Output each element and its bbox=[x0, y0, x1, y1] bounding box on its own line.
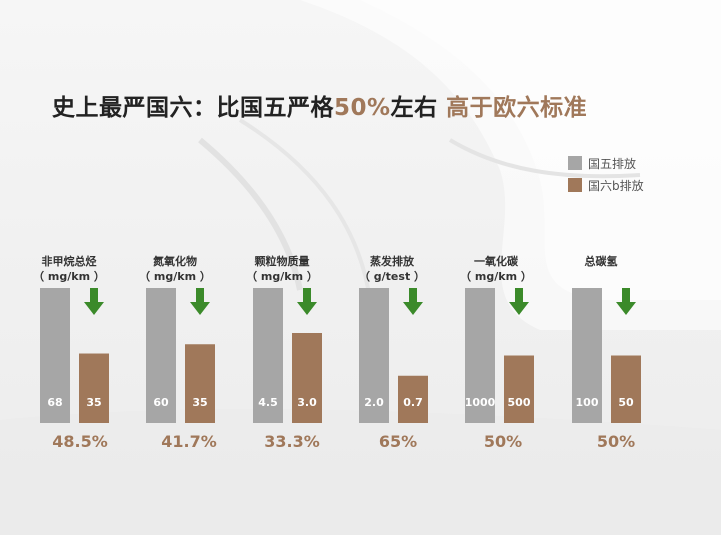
bar-guo6-2 bbox=[292, 333, 322, 423]
value-label-guo5-3: 2.0 bbox=[364, 396, 384, 409]
down-arrow-icon bbox=[84, 288, 104, 315]
legend-label-guo6: 国六b排放 bbox=[588, 178, 644, 193]
value-label-guo5-4: 1000 bbox=[465, 396, 496, 409]
category-label-0: 非甲烷总烃 bbox=[42, 254, 97, 268]
title-highlight-2: 高于欧六标准 bbox=[446, 95, 588, 121]
category-label-4: 一氧化碳 bbox=[474, 254, 519, 268]
value-label-guo5-2: 4.5 bbox=[258, 396, 278, 409]
bar-guo5-3 bbox=[359, 288, 389, 423]
category-label-5: 总碳氢 bbox=[585, 254, 618, 268]
bar-guo6-1 bbox=[185, 344, 215, 423]
down-arrow-icon bbox=[509, 288, 529, 315]
title-part-2: 左右 bbox=[390, 95, 447, 121]
legend-swatch-gray bbox=[568, 156, 582, 170]
reduction-label-2: 33.3% bbox=[264, 432, 320, 451]
reduction-label-4: 50% bbox=[484, 432, 522, 451]
down-arrow-icon bbox=[616, 288, 636, 315]
legend-label-guo5: 国五排放 bbox=[588, 156, 637, 171]
title-highlight-1: 50% bbox=[334, 95, 391, 121]
value-label-guo6-5: 50 bbox=[618, 396, 634, 409]
bar-guo6-5 bbox=[611, 355, 641, 423]
category-unit-1: （ mg/km ） bbox=[139, 270, 211, 283]
value-label-guo6-4: 500 bbox=[508, 396, 531, 409]
category-unit-0: （ mg/km ） bbox=[33, 270, 105, 283]
category-label-1: 氮氧化物 bbox=[153, 254, 197, 268]
bar-guo5-2 bbox=[253, 288, 283, 423]
value-label-guo5-0: 68 bbox=[47, 396, 62, 409]
bar-guo6-3 bbox=[398, 375, 428, 423]
reduction-label-0: 48.5% bbox=[52, 432, 108, 451]
category-unit-2: （ mg/km ） bbox=[246, 270, 318, 283]
reduction-label-5: 50% bbox=[597, 432, 635, 451]
legend-item-guo6: 国六b排放 bbox=[568, 174, 644, 196]
value-label-guo5-1: 60 bbox=[153, 396, 169, 409]
reduction-label-3: 65% bbox=[379, 432, 417, 451]
category-label-3: 蒸发排放 bbox=[370, 254, 415, 268]
legend-swatch-brown bbox=[568, 178, 582, 192]
value-label-guo6-1: 35 bbox=[192, 396, 207, 409]
page-title: 史上最严国六：比国五严格50%左右 高于欧六标准 bbox=[52, 88, 587, 122]
bar-guo5-1 bbox=[146, 288, 176, 423]
down-arrow-icon bbox=[190, 288, 210, 315]
bar-guo6-4 bbox=[504, 355, 534, 423]
value-label-guo6-3: 0.7 bbox=[403, 396, 423, 409]
chart-legend: 国五排放 国六b排放 bbox=[568, 152, 644, 196]
category-unit-4: （ mg/km ） bbox=[460, 270, 532, 283]
category-label-2: 颗粒物质量 bbox=[255, 254, 310, 268]
title-part-1: 史上最严国六：比国五严格 bbox=[52, 95, 334, 121]
value-label-guo6-0: 35 bbox=[86, 396, 101, 409]
bar-guo5-5 bbox=[572, 288, 602, 423]
bar-guo5-4 bbox=[465, 288, 495, 423]
down-arrow-icon bbox=[297, 288, 317, 315]
value-label-guo5-5: 100 bbox=[576, 396, 599, 409]
value-label-guo6-2: 3.0 bbox=[297, 396, 317, 409]
category-unit-3: （ g/test ） bbox=[359, 270, 425, 283]
reduction-label-1: 41.7% bbox=[161, 432, 217, 451]
bar-guo6-0 bbox=[79, 353, 109, 423]
legend-item-guo5: 国五排放 bbox=[568, 152, 644, 174]
bar-guo5-0 bbox=[40, 288, 70, 423]
down-arrow-icon bbox=[403, 288, 423, 315]
